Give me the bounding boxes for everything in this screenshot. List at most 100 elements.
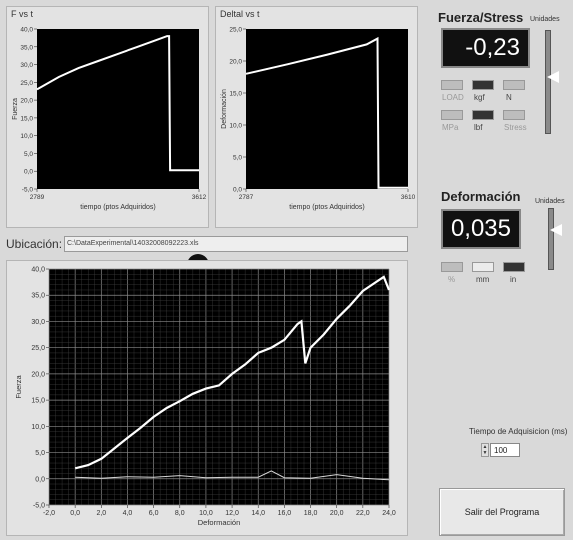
y-tick-label: 30,0: [31, 319, 45, 326]
x-tick-label: 20,0: [330, 510, 344, 517]
y-tick-label: 25,0: [229, 27, 242, 34]
y-tick-label: 40,0: [20, 27, 33, 34]
plot-area: [246, 29, 408, 189]
x-tick-label: 14,0: [251, 510, 265, 517]
acquisition-time-label: Tiempo de Adquisicion (ms): [469, 427, 568, 436]
acquisition-time-stepper[interactable]: ▲ ▼: [481, 443, 489, 457]
y-tick-label: 25,0: [31, 345, 45, 352]
y-axis-label: Fuerza: [14, 375, 23, 399]
force-unit-label-stress: Stress: [504, 123, 527, 132]
force-unit-label-kgf: kgf: [474, 93, 485, 102]
y-tick-label: 15,0: [20, 115, 33, 122]
deformation-unit-label-mm: mm: [476, 275, 490, 284]
force-time-chart: 40,0 35,0 30,0 25,0 20,0 15,0 10,0 5,0 0,0 -5,027…: [12, 27, 207, 212]
y-tick-label: 20,0: [20, 98, 33, 105]
deformation-unit-led-mm[interactable]: [472, 262, 494, 272]
y-tick-label: 20,0: [229, 59, 242, 66]
y-tick-label: 20,0: [31, 371, 45, 378]
y-tick-label: 10,0: [31, 424, 45, 431]
x-tick-label: 3610: [401, 194, 416, 201]
y-tick-label: 5,0: [35, 450, 45, 457]
deformation-unit-label-in: in: [510, 275, 517, 284]
x-tick-label: 2789: [30, 194, 45, 201]
deformation-section-title: Deformación: [441, 189, 521, 204]
series-line-2: [75, 470, 390, 481]
x-tick-label: 24,0: [382, 510, 396, 517]
x-tick-label: -2,0: [43, 510, 55, 517]
force-unit-led-kgf[interactable]: [472, 80, 494, 90]
deformation-unit-led-percent[interactable]: [441, 262, 463, 272]
force-unit-label-mpa: MPa: [442, 123, 459, 132]
deformation-time-chart-title: Deltal vs t: [220, 9, 260, 19]
force-unit-label-n: N: [506, 93, 512, 102]
force-value-display: -0,23: [441, 28, 530, 68]
force-unit-label-load: LOAD: [442, 93, 464, 102]
deformation-units-slider[interactable]: [548, 208, 554, 270]
x-axis-label: tiempo (ptos Adquiridos): [80, 204, 155, 211]
deformation-units-label: Unidades: [535, 198, 565, 205]
force-deformation-panel: 40,0 35,0 30,0 25,0 20,0 15,0 10,0 5,0 0,0 -5,0 -2…: [6, 260, 408, 536]
deformation-unit-led-in[interactable]: [503, 262, 525, 272]
series-line-1: [74, 275, 391, 470]
x-tick-label: 6,0: [149, 510, 159, 517]
x-tick-label: 16,0: [278, 510, 292, 517]
force-unit-led-stress[interactable]: [503, 110, 525, 120]
deformation-unit-label-percent: %: [448, 275, 456, 284]
force-unit-label-lbf: lbf: [474, 123, 483, 132]
y-tick-label: 0,0: [24, 169, 33, 176]
y-tick-label: 30,0: [20, 62, 33, 69]
y-tick-label: 25,0: [20, 80, 33, 87]
y-tick-label: 15,0: [31, 398, 45, 405]
y-tick-label: -5,0: [33, 503, 45, 510]
y-tick-label: -5,0: [22, 187, 34, 194]
x-axis-label: Deformación: [198, 518, 241, 527]
force-unit-led-lbf[interactable]: [472, 110, 494, 120]
x-axis-label: tiempo (ptos Adquiridos): [289, 204, 364, 211]
deformation-time-panel: Deltal vs t 25,0 20,0 15,0 10,0 5,0 0,0 2787 36…: [215, 6, 418, 228]
y-tick-label: 5,0: [233, 155, 242, 162]
y-tick-label: 10,0: [20, 133, 33, 140]
y-axis-label: Deformación: [221, 89, 228, 129]
x-tick-label: 0,0: [70, 510, 80, 517]
y-tick-label: 15,0: [229, 91, 242, 98]
force-deformation-chart: 40,0 35,0 30,0 25,0 20,0 15,0 10,0 5,0 0,0 -5,0-2…: [14, 267, 396, 528]
y-tick-label: 35,0: [20, 44, 33, 51]
y-tick-label: 35,0: [31, 293, 45, 300]
x-tick-label: 18,0: [304, 510, 318, 517]
x-tick-label: 3612: [192, 194, 207, 201]
series-line-1: [36, 35, 199, 172]
x-tick-label: 8,0: [175, 510, 185, 517]
x-tick-label: 2787: [239, 194, 254, 201]
location-label: Ubicación:: [6, 237, 63, 251]
deformation-value-display: 0,035: [441, 209, 521, 249]
grid-lines: [48, 268, 390, 506]
acquisition-time-value: 100: [494, 446, 508, 455]
y-tick-label: 5,0: [24, 151, 33, 158]
exit-program-button[interactable]: Salir del Programa: [439, 488, 565, 536]
force-unit-led-mpa[interactable]: [441, 110, 463, 120]
force-unit-led-load[interactable]: [441, 80, 463, 90]
x-tick-label: 4,0: [123, 510, 133, 517]
y-tick-label: 0,0: [35, 476, 45, 483]
force-time-chart-title: F vs t: [11, 9, 33, 19]
force-time-panel: F vs t 40,0 35,0 30,0 25,0 20,0 15,0 10,0 5,0 0,…: [6, 6, 209, 228]
x-tick-label: 10,0: [199, 510, 213, 517]
force-slider-thumb-icon[interactable]: [547, 70, 559, 83]
location-path-field[interactable]: C:\DataExperimental\14032008092223.xls: [64, 236, 408, 252]
x-tick-label: 2,0: [96, 510, 106, 517]
plot-area: [37, 29, 199, 189]
location-path-text: C:\DataExperimental\14032008092223.xls: [67, 240, 199, 247]
y-tick-label: 10,0: [229, 123, 242, 130]
acquisition-time-input[interactable]: 100: [490, 443, 520, 457]
y-tick-label: 0,0: [233, 187, 242, 194]
deformation-slider-thumb-icon[interactable]: [550, 223, 562, 236]
x-tick-label: 22,0: [356, 510, 370, 517]
y-tick-label: 40,0: [31, 267, 45, 274]
force-units-label: Unidades: [530, 16, 560, 23]
series-line-1: [245, 36, 408, 189]
force-section-title: Fuerza/Stress: [438, 10, 524, 25]
y-axis-label: Fuerza: [12, 98, 19, 120]
force-unit-led-n[interactable]: [503, 80, 525, 90]
